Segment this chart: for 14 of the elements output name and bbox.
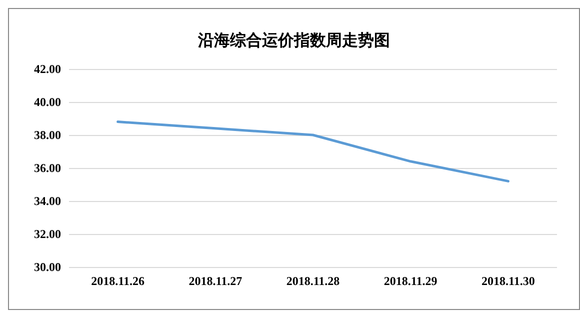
y-tick-label: 32.00 <box>34 227 61 241</box>
x-tick-label: 2018.11.30 <box>482 274 535 288</box>
x-tick-label: 2018.11.27 <box>188 274 242 288</box>
y-tick-label: 34.00 <box>34 194 61 208</box>
y-tick-label: 38.00 <box>34 128 61 142</box>
x-tick-label: 2018.11.28 <box>286 274 340 288</box>
x-tick-label: 2018.11.26 <box>91 274 144 288</box>
y-tick-label: 40.00 <box>34 95 61 109</box>
x-tick-label: 2018.11.29 <box>384 274 438 288</box>
y-tick-label: 36.00 <box>34 161 61 175</box>
chart-title: 沿海综合运价指数周走势图 <box>197 30 390 50</box>
y-tick-label: 42.00 <box>34 62 61 76</box>
line-series <box>116 120 510 182</box>
y-tick-label: 30.00 <box>34 260 61 274</box>
